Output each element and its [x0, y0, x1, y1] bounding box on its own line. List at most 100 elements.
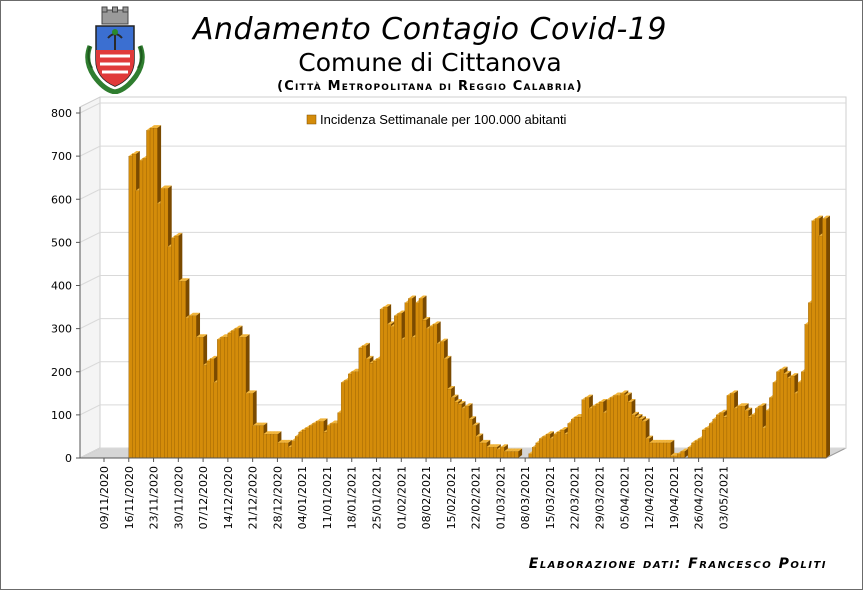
bar	[160, 188, 165, 459]
bar-top	[220, 334, 229, 338]
bar	[365, 358, 370, 459]
bar-top	[284, 439, 293, 443]
bar	[479, 442, 484, 459]
bar	[369, 362, 374, 459]
bar	[457, 403, 463, 459]
bar	[340, 382, 346, 459]
bar-top	[737, 403, 746, 407]
bar-top	[242, 334, 250, 338]
bar	[790, 375, 795, 459]
bar	[726, 395, 731, 459]
bar	[808, 302, 813, 459]
bar-top	[418, 295, 427, 299]
bar	[302, 429, 307, 459]
bar	[256, 425, 261, 459]
bar-top	[670, 452, 678, 456]
bar	[436, 343, 441, 459]
bar-top	[330, 420, 339, 424]
gridline	[79, 275, 846, 286]
bar	[822, 218, 827, 459]
y-tick-label: 400	[51, 280, 72, 293]
bar	[227, 332, 232, 459]
page-title: Andamento Contagio Covid-19	[193, 12, 667, 47]
bar	[581, 399, 586, 459]
bar	[411, 337, 417, 459]
bar	[719, 412, 724, 459]
bar-top	[486, 444, 494, 448]
x-tick-label: 22/03/2021	[569, 466, 582, 529]
bar	[217, 339, 222, 459]
bar	[510, 451, 516, 459]
bar-top	[783, 370, 792, 374]
bar	[245, 393, 250, 459]
bar	[546, 434, 551, 459]
bar	[528, 453, 533, 459]
x-tick-label: 14/12/2020	[222, 466, 235, 529]
bar	[263, 434, 268, 459]
bar-top	[585, 394, 593, 398]
bar	[677, 453, 682, 459]
bar	[620, 393, 625, 459]
bar	[698, 438, 703, 459]
bar	[149, 127, 155, 459]
bar	[549, 438, 555, 459]
bar	[539, 438, 544, 459]
bar	[751, 414, 756, 459]
legend-label: Incidenza Settimanale per 100.000 abitan…	[320, 112, 567, 127]
x-tick-label: 26/04/2021	[693, 466, 706, 529]
bar	[793, 393, 799, 459]
bar-top	[238, 334, 247, 338]
bar	[634, 416, 639, 459]
page-subtitle: Comune di Cittanova	[298, 48, 562, 77]
bar	[592, 406, 597, 459]
bar-top	[613, 392, 622, 396]
bar-top	[503, 448, 512, 452]
bar-top	[659, 439, 668, 443]
bar	[801, 371, 806, 459]
bar	[595, 403, 601, 459]
x-tick-label: 15/02/2021	[445, 466, 458, 529]
bar-top	[266, 431, 275, 435]
bar-top	[663, 439, 671, 443]
bar	[231, 330, 236, 459]
bar-top	[599, 398, 608, 402]
x-tick-label: 18/01/2021	[346, 466, 359, 529]
bar-top	[397, 310, 406, 314]
bar	[404, 302, 409, 459]
bar	[266, 434, 271, 459]
bar-top	[153, 125, 162, 129]
bar	[567, 423, 572, 459]
x-tick-label: 09/11/2020	[98, 466, 111, 529]
bar	[337, 412, 342, 459]
data-credit: Elaborazione dati: Francesco Politi	[528, 556, 827, 572]
bar	[294, 436, 300, 459]
bar	[779, 369, 785, 459]
bar-top	[210, 355, 218, 359]
x-tick-label: 30/11/2020	[172, 466, 185, 529]
bar	[613, 395, 618, 459]
bar-top	[645, 435, 654, 439]
bar	[210, 358, 215, 459]
bar	[638, 419, 643, 459]
bar-top	[450, 394, 459, 398]
bar	[542, 436, 547, 459]
bar	[641, 421, 647, 459]
bar	[344, 380, 349, 459]
bar-top	[560, 426, 569, 430]
bar	[326, 425, 332, 459]
x-tick-label: 15/03/2021	[544, 466, 557, 529]
bar	[422, 319, 427, 459]
bar-top	[624, 392, 632, 396]
bar	[192, 315, 197, 459]
bar	[804, 324, 809, 459]
bar	[132, 153, 137, 459]
bar-top	[443, 355, 452, 359]
gridline	[79, 361, 846, 373]
bar	[680, 451, 685, 459]
bar	[500, 447, 505, 459]
bar	[461, 408, 466, 459]
bar	[425, 328, 431, 459]
x-tick-label: 21/12/2020	[247, 466, 260, 529]
bar-top	[822, 215, 830, 219]
bar	[287, 447, 293, 459]
